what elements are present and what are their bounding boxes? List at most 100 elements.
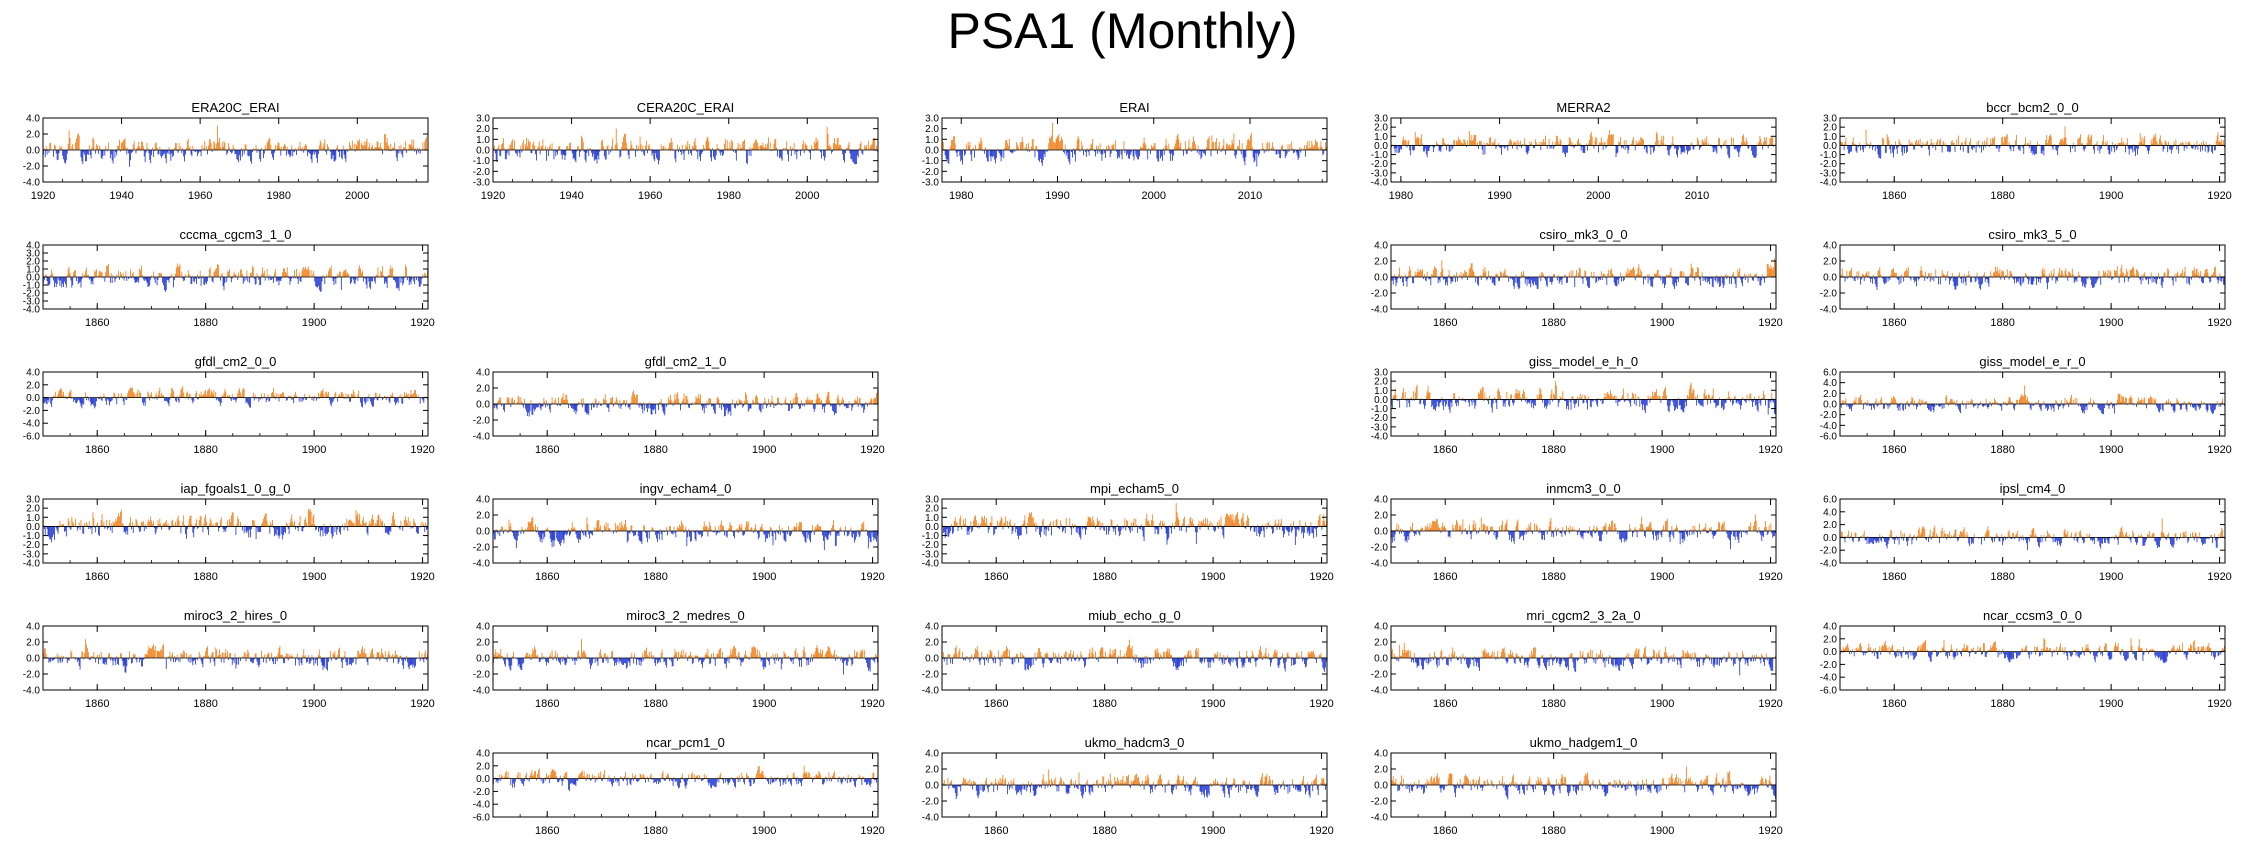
bar (1680, 145, 1682, 155)
bar (1416, 272, 1418, 277)
bar (1862, 145, 1864, 153)
bar (1700, 145, 1702, 147)
bar (1304, 145, 1305, 150)
bar (1601, 277, 1603, 281)
bar (1394, 277, 1396, 280)
bar (166, 150, 168, 153)
bar (1400, 145, 1401, 150)
bar (174, 396, 175, 398)
bar (799, 404, 800, 410)
bar (1663, 135, 1665, 146)
bar (2084, 277, 2086, 288)
bar (1762, 274, 1764, 277)
bar (120, 396, 121, 398)
bar (228, 395, 229, 398)
bar (1696, 272, 1698, 277)
bar (1251, 146, 1253, 150)
bar (1848, 404, 1850, 407)
bar (640, 404, 642, 407)
bar (2162, 145, 2164, 152)
bar (1861, 277, 1862, 280)
bar (803, 404, 805, 407)
bar (653, 150, 655, 160)
bar (695, 145, 697, 150)
bar (1463, 399, 1465, 402)
bar (636, 394, 638, 404)
bar (1392, 277, 1394, 285)
bar (2100, 145, 2102, 150)
bar (1514, 393, 1516, 400)
bar (834, 404, 836, 414)
bar (1668, 399, 1670, 413)
bar (191, 397, 193, 401)
bar (986, 150, 988, 162)
bar (1496, 145, 1498, 147)
bar (1445, 277, 1446, 286)
bar (544, 400, 546, 404)
bar (553, 150, 555, 160)
bar (182, 277, 184, 279)
bar (560, 150, 562, 155)
bar (562, 393, 564, 404)
bar (1292, 148, 1293, 150)
bar (1736, 399, 1738, 404)
bar (1560, 277, 1562, 280)
bar (1423, 399, 1424, 405)
bar (499, 397, 501, 404)
bar (1568, 137, 1570, 146)
bar (2212, 145, 2213, 154)
bar (1502, 273, 1504, 277)
bar (1565, 399, 1566, 402)
bar (1622, 277, 1624, 282)
bar (691, 145, 693, 150)
bar (2046, 277, 2048, 283)
bar (404, 392, 405, 398)
bar (277, 142, 279, 150)
bar (1947, 145, 1949, 152)
bar (186, 391, 188, 398)
bar (717, 396, 719, 404)
bar (1429, 145, 1431, 148)
bar (968, 145, 970, 150)
bar (1876, 145, 1878, 149)
bar (769, 142, 771, 150)
bar (80, 150, 82, 158)
bar (1915, 277, 1916, 281)
bar (318, 277, 320, 290)
bar (1994, 271, 1995, 277)
bar (614, 144, 616, 150)
bar (145, 277, 147, 281)
y-tick-label: 3.0 (26, 249, 40, 260)
bar (425, 274, 427, 277)
bar (1397, 277, 1399, 279)
x-tick-label: 1880 (193, 317, 217, 329)
bar (1453, 275, 1455, 277)
bar (1610, 389, 1611, 400)
bar (622, 402, 624, 404)
x-tick-label: 1940 (109, 190, 133, 202)
bar (266, 142, 268, 150)
bar (364, 277, 366, 279)
bar (284, 396, 285, 398)
bar (1674, 145, 1676, 149)
bar (1516, 277, 1518, 284)
bar (1842, 400, 1844, 404)
bar (2203, 277, 2204, 284)
bar (1525, 397, 1527, 400)
y-tick-label: -3.0 (1820, 168, 1838, 179)
bar (211, 277, 213, 282)
bar (1463, 139, 1465, 146)
bar (222, 277, 224, 287)
bar (346, 148, 348, 150)
bar (2094, 144, 2096, 146)
bar (1707, 399, 1709, 405)
bar (302, 146, 304, 150)
bar (346, 273, 348, 277)
bar (333, 397, 335, 400)
bar (1730, 277, 1731, 278)
bar (554, 149, 556, 150)
bar (1978, 277, 1980, 285)
bar (1680, 399, 1682, 410)
bar (1413, 275, 1415, 277)
bar (69, 137, 71, 150)
